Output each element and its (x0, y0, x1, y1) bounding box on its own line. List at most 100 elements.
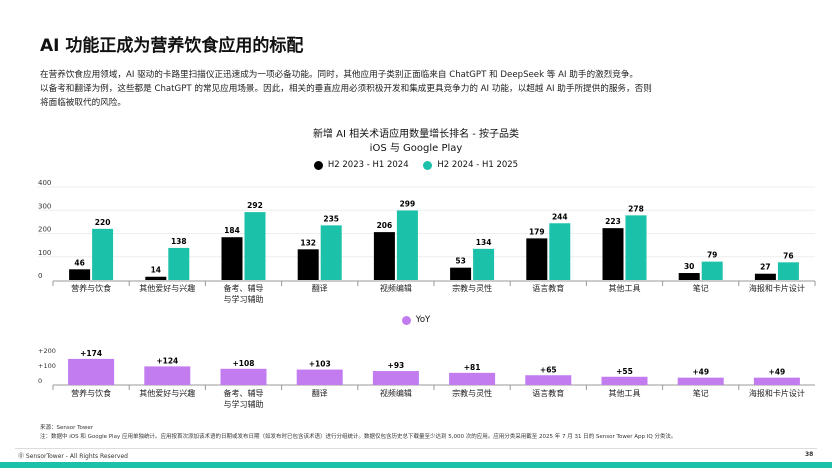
data-label: 220 (95, 218, 111, 227)
page-title: AI 功能正成为营养饮食应用的标配 (40, 36, 304, 56)
category-label: 营养与饮食 (71, 283, 111, 293)
category-label: 海报和卡片设计 (749, 388, 805, 398)
data-label: +49 (769, 368, 786, 377)
data-label: 132 (300, 238, 316, 247)
legend: H2 2023 - H1 2024 H2 2024 - H1 2025 (0, 160, 832, 173)
bar (678, 273, 700, 280)
description: 在营养饮食应用领域，AI 驱动的卡路里扫描仪正迅速成为一项必备功能。同时，其他应… (40, 68, 800, 110)
category-label: 与学习辅助 (224, 399, 264, 409)
data-label: +108 (233, 359, 255, 368)
data-label: +55 (616, 367, 633, 376)
bar (525, 375, 572, 385)
data-label: 292 (247, 201, 263, 210)
legend-item: H2 2024 - H1 2025 (423, 160, 518, 170)
bar (92, 228, 114, 280)
y-tick-label: +200 (38, 347, 56, 355)
category-label: 视频编辑 (380, 283, 412, 293)
bar (754, 273, 776, 280)
data-label: 244 (552, 212, 568, 221)
chart-title: 新增 AI 相关术语应用数量增长排名 - 按子品类 (312, 129, 520, 140)
y-tick-label: 100 (38, 249, 51, 257)
y-tick-label: 200 (38, 226, 51, 234)
category-label: 宗教与灵性 (452, 388, 492, 398)
bar (244, 212, 266, 280)
category-label: 其他工具 (609, 388, 641, 398)
data-label: 79 (707, 251, 717, 260)
data-label: 299 (400, 199, 416, 208)
data-label: 134 (476, 238, 492, 247)
bar (450, 267, 472, 280)
bar (145, 276, 167, 280)
bar (601, 376, 648, 385)
bar (372, 371, 419, 385)
category-label: 其他爱好与兴趣 (139, 388, 195, 398)
y-tick-label: +100 (38, 362, 56, 370)
data-label: +174 (80, 349, 102, 358)
bar (68, 358, 115, 385)
source: 来源：Sensor Tower (40, 425, 94, 431)
bar (701, 261, 723, 280)
category-label: 翻译 (312, 284, 328, 293)
bar (549, 223, 571, 280)
category-label: 其他工具 (609, 283, 641, 293)
data-label: 278 (628, 204, 644, 213)
category-label: 语言教育 (532, 388, 564, 398)
data-label: 46 (74, 258, 84, 267)
y-tick-label: 0 (38, 377, 42, 385)
bar (221, 237, 243, 280)
category-label: 其他爱好与兴趣 (139, 283, 195, 293)
brand: ⓪ SensorTower - All Rights Reserved (18, 453, 128, 460)
category-label: 视频编辑 (380, 388, 412, 398)
data-label: 138 (171, 237, 187, 246)
note: 注：数据中 iOS 和 Google Play 应用单独统计。应用按首次添加该术… (40, 434, 677, 440)
data-label: +65 (540, 365, 557, 374)
bar (296, 369, 343, 385)
category-label: 语言教育 (532, 283, 564, 293)
bar (449, 372, 496, 385)
category-label: 翻译 (312, 389, 328, 398)
bar (602, 228, 624, 280)
data-label: 76 (783, 251, 793, 260)
legend-item: YoY (401, 315, 430, 325)
bar (69, 269, 91, 280)
data-label: +49 (692, 368, 709, 377)
page-number: 38 (805, 451, 814, 458)
category-label: 笔记 (693, 283, 709, 293)
bar (220, 368, 267, 385)
bar (526, 238, 548, 280)
data-label: +103 (309, 360, 331, 369)
category-label: 备考、辅导 (224, 388, 264, 398)
divider (15, 448, 817, 449)
category-label: 与学习辅助 (224, 294, 264, 304)
bar (677, 377, 724, 385)
y-tick-label: 0 (38, 272, 42, 280)
bar (297, 249, 319, 280)
bar (753, 377, 800, 385)
bar (396, 210, 418, 280)
bar (777, 262, 799, 280)
data-label: 184 (224, 226, 240, 235)
para-line: 以备考和翻译为例，这些都是 ChatGPT 的常见应用场景。因此，相关的垂直应用… (40, 84, 652, 94)
category-label: 宗教与灵性 (452, 283, 492, 293)
legend-item: H2 2023 - H1 2024 (313, 160, 409, 170)
para-line: 将面临被取代的风险。 (40, 98, 126, 108)
data-label: 206 (377, 221, 393, 230)
data-label: +93 (388, 361, 405, 370)
bar (373, 232, 395, 280)
category-label: 备考、辅导 (224, 283, 264, 293)
y-tick-label: 400 (38, 179, 51, 187)
legend-yoy: YoY (0, 315, 832, 328)
bar (168, 247, 190, 280)
data-label: 53 (455, 257, 465, 266)
data-label: 223 (605, 217, 621, 226)
bottom-bar (0, 462, 832, 468)
data-label: 235 (323, 214, 339, 223)
chart-subtitle: iOS 与 Google Play (369, 143, 463, 154)
category-label: 笔记 (693, 388, 709, 398)
category-label: 营养与饮食 (71, 388, 111, 398)
data-label: 30 (684, 262, 694, 271)
data-label: +81 (464, 363, 481, 372)
para-line: 在营养饮食应用领域，AI 驱动的卡路里扫描仪正迅速成为一项必备功能。同时，其他应… (40, 70, 639, 80)
data-label: +124 (156, 356, 178, 365)
